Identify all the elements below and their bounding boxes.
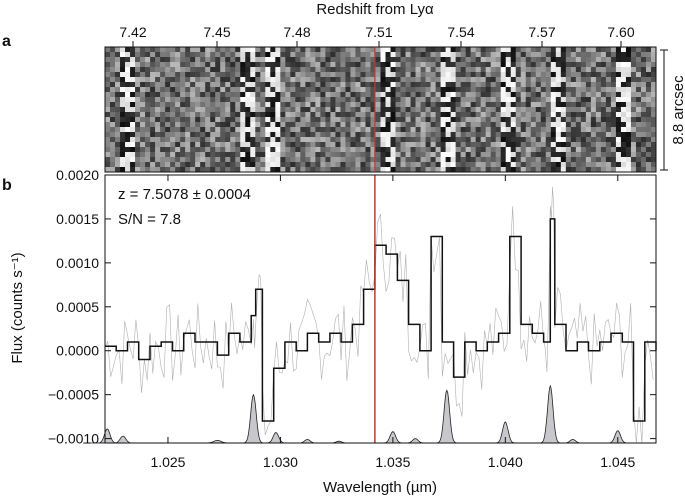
- x-tick-label: 1.025: [150, 454, 185, 470]
- top-tick-label: 7.54: [447, 24, 474, 40]
- y-tick-label: −0.0005: [48, 387, 99, 403]
- y-tick-label: 0.0015: [56, 211, 99, 227]
- noise-trace: [104, 186, 654, 444]
- plot-frame: [104, 174, 657, 444]
- top-tick-label: 7.42: [119, 24, 146, 40]
- top-tick-label: 7.48: [283, 24, 310, 40]
- top-tick-label: 7.45: [203, 24, 230, 40]
- sn-annotation: S/N = 7.8: [118, 211, 181, 228]
- 2d-spectrum-image: [105, 47, 657, 173]
- y-tick-label: 0.0010: [56, 255, 99, 271]
- top-axis-label: Redshift from Lyα: [316, 1, 434, 18]
- spectrum-line: [105, 218, 657, 422]
- sky-line-9: [422, 389, 472, 444]
- x-tick-label: 1.040: [488, 454, 523, 470]
- scale-bracket: [660, 49, 668, 171]
- x-tick-label: 1.035: [375, 454, 410, 470]
- x-axis-label: Wavelength (µm): [323, 479, 437, 496]
- x-tick-label: 1.030: [263, 454, 298, 470]
- sky-line-11: [526, 384, 575, 444]
- y-tick-label: 0.0000: [56, 343, 99, 359]
- top-tick-label: 7.51: [365, 24, 392, 40]
- y-tick-label: 0.0020: [56, 167, 99, 183]
- top-tick-label: 7.57: [528, 24, 555, 40]
- redshift-annotation: z = 7.5078 ± 0.0004: [118, 186, 251, 203]
- scale-label: 8.8 arcsec: [670, 75, 685, 145]
- top-axis-ticks: 7.42 7.45 7.48 7.51 7.54 7.57 7.60: [119, 24, 635, 47]
- panel-b-label: b: [2, 177, 12, 194]
- sky-line-3: [229, 393, 278, 444]
- y-tick-label: −0.0010: [48, 431, 99, 447]
- image-frame: [104, 46, 657, 173]
- sky-line-5: [283, 439, 332, 444]
- panel-a-label: a: [2, 33, 11, 50]
- y-tick-label: 0.0005: [56, 299, 99, 315]
- y-axis-label: Flux (counts s⁻¹): [9, 252, 26, 363]
- x-tick-label: 1.045: [600, 454, 635, 470]
- top-tick-label: 7.60: [607, 24, 634, 40]
